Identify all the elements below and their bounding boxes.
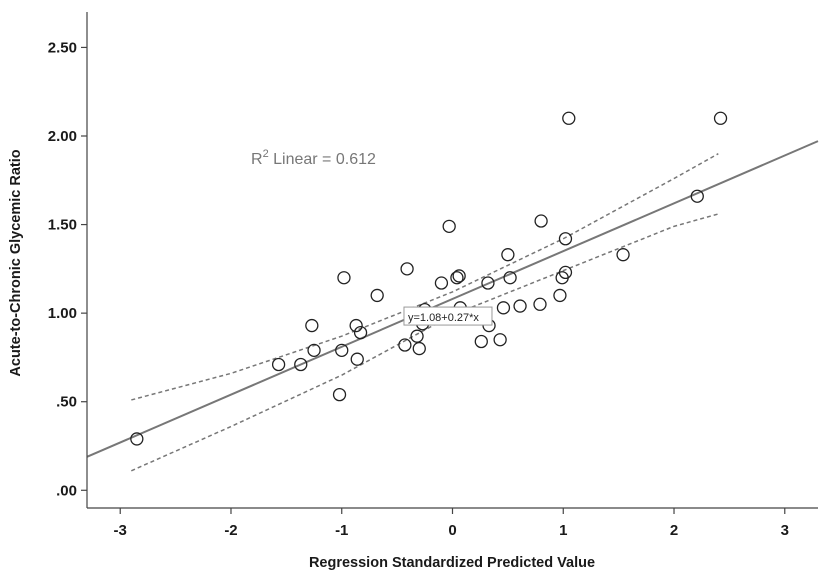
data-point [533, 297, 547, 311]
axes: -3 -2 -1 0 1 2 3 .00 .50 1.00 1.50 2.00 2.50 [48, 12, 818, 539]
data-point [305, 318, 319, 333]
data-point [616, 248, 630, 262]
x-tick-label: 0 [448, 522, 456, 539]
data-point [562, 111, 576, 125]
x-tick-label: 3 [781, 522, 789, 539]
data-point [452, 269, 466, 283]
data-point [307, 343, 321, 357]
regression-line [86, 140, 819, 458]
confidence-band-lower [130, 213, 719, 472]
data-point [398, 338, 412, 352]
data-point [501, 248, 515, 262]
data-point [503, 271, 517, 285]
data-point [410, 329, 424, 343]
data-point [130, 432, 144, 446]
data-point [534, 214, 548, 228]
data-point [481, 276, 495, 290]
y-axis-title: Acute-to-Chronic Glycemic Ratio [8, 149, 24, 376]
data-point [337, 271, 351, 285]
data-point [713, 111, 728, 125]
y-tick-label: 2.50 [48, 39, 77, 56]
equation-label: y=1.08+0.27*x [408, 312, 479, 324]
data-point [493, 333, 507, 347]
data-point [513, 299, 527, 313]
data-point [412, 341, 426, 356]
equation-box [403, 306, 493, 326]
data-point [400, 262, 414, 276]
plot-area [86, 111, 819, 472]
y-tick-label: 2.00 [48, 128, 77, 145]
r2-superscript: 2 [263, 148, 269, 160]
data-point [294, 357, 308, 372]
y-tick-label: 1.50 [48, 217, 77, 234]
x-tick-label: 2 [670, 522, 678, 539]
confidence-band-upper [131, 153, 719, 401]
data-point [271, 357, 286, 372]
data-point [558, 265, 573, 280]
x-tick-label: -2 [224, 522, 237, 539]
data-point [474, 334, 488, 349]
data-point [558, 232, 573, 246]
y-tick-label: .00 [56, 482, 77, 499]
x-axis-title: Regression Standardized Predicted Value [309, 555, 595, 571]
data-point [353, 325, 368, 340]
x-tick-label: 1 [559, 522, 567, 539]
x-tick-label: -3 [114, 522, 127, 539]
data-point [553, 288, 567, 303]
r2-base: R [251, 151, 263, 168]
r2-value: Linear = 0.612 [269, 151, 376, 168]
data-point [335, 343, 349, 357]
data-point [370, 288, 384, 303]
data-point [350, 352, 364, 366]
r2-annotation: R2 Linear = 0.612 [251, 148, 376, 168]
data-point [332, 387, 347, 402]
data-point [690, 189, 704, 203]
data-point [349, 318, 363, 333]
x-tick-label: -1 [335, 522, 348, 539]
annotations: R2 Linear = 0.612 y=1.08+0.27*x [251, 148, 493, 326]
y-tick-label: 1.00 [48, 305, 77, 322]
data-point [496, 301, 511, 315]
y-tick-label: .50 [56, 394, 77, 411]
data-point [450, 271, 464, 285]
data-point [442, 219, 456, 233]
data-point [434, 276, 449, 290]
